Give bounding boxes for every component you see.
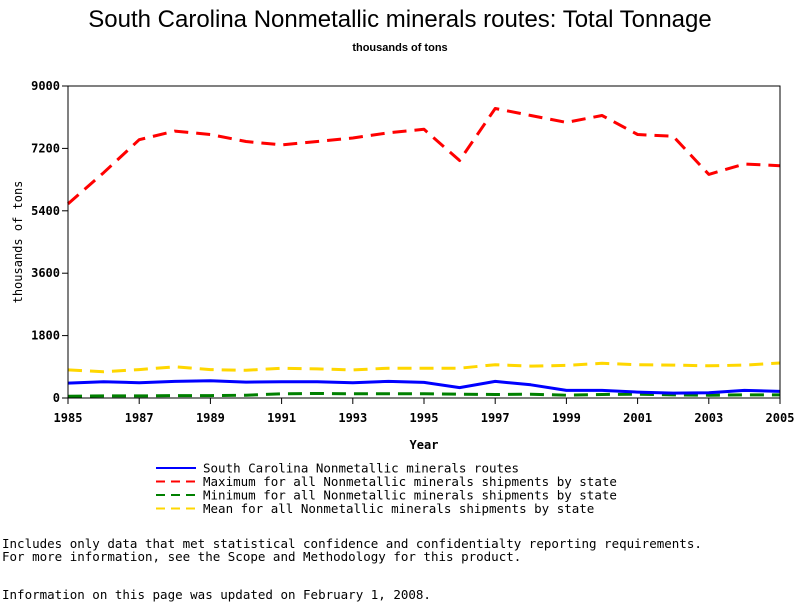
series-line-3 xyxy=(67,361,781,374)
line-chart: 1985 1987 1989 1991 1993 1995 1997 1999 2001 2003… xyxy=(11,79,795,516)
x-tick-label: 1989 xyxy=(196,411,225,425)
footnote-confidence: Includes only data that met statistical … xyxy=(2,536,702,551)
chart-title: South Carolina Nonmetallic minerals rout… xyxy=(88,6,712,33)
legend: South Carolina Nonmetallic minerals rout… xyxy=(156,461,617,516)
y-axis-label: thousands of tons xyxy=(11,181,25,304)
series-lines xyxy=(67,107,781,398)
y-tick-label: 1800 xyxy=(31,329,60,343)
plot-frame xyxy=(67,85,781,399)
x-tick-label: 1993 xyxy=(338,411,367,425)
x-tick-label: 1997 xyxy=(481,411,510,425)
x-axis: 1985 1987 1989 1991 1993 1995 1997 1999 2001 2003… xyxy=(54,398,795,425)
y-tick-label: 5400 xyxy=(31,204,60,218)
y-axis: 0 1800 3600 5400 7200 9000 xyxy=(31,79,68,405)
footnote-methodology: For more information, see the Scope and … xyxy=(2,549,522,564)
legend-label: Maximum for all Nonmetallic minerals shi… xyxy=(203,474,617,489)
y-tick-label: 0 xyxy=(53,391,60,405)
legend-label: South Carolina Nonmetallic minerals rout… xyxy=(203,461,519,476)
x-axis-label: Year xyxy=(410,438,439,452)
y-tick-label: 3600 xyxy=(31,266,60,280)
x-tick-label: 1985 xyxy=(54,411,83,425)
series-line-0 xyxy=(67,379,781,395)
x-tick-label: 1999 xyxy=(552,411,581,425)
footnote-updated: Information on this page was updated on … xyxy=(2,587,431,602)
series-line-2 xyxy=(67,392,780,398)
x-tick-label: 1995 xyxy=(410,411,439,425)
x-tick-label: 1991 xyxy=(267,411,296,425)
x-tick-label: 2005 xyxy=(766,411,795,425)
x-tick-label: 2003 xyxy=(694,411,723,425)
legend-label: Mean for all Nonmetallic minerals shipme… xyxy=(203,501,594,516)
x-tick-label: 1987 xyxy=(125,411,154,425)
y-tick-label: 9000 xyxy=(31,79,60,93)
x-tick-label: 2001 xyxy=(623,411,652,425)
series-line-1 xyxy=(67,107,781,206)
legend-label: Minimum for all Nonmetallic minerals shi… xyxy=(203,488,617,503)
chart-subtitle: thousands of tons xyxy=(352,42,448,54)
y-tick-label: 7200 xyxy=(31,141,60,155)
